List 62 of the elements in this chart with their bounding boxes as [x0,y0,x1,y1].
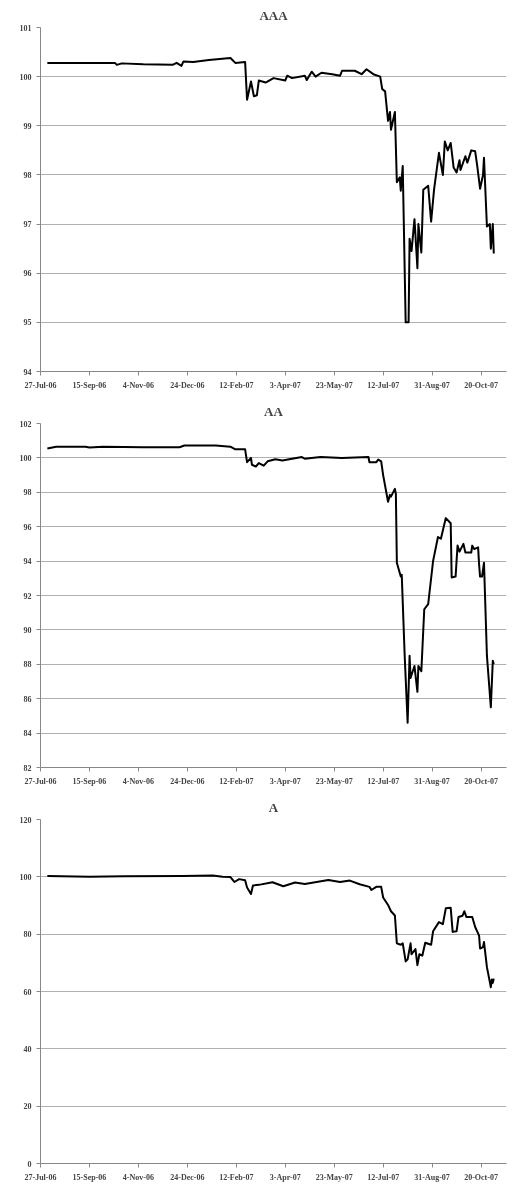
line-series [46,874,495,989]
x-tick-label: 20-Oct-07 [464,776,498,786]
x-tick-label: 24-Dec-06 [170,1172,205,1182]
y-tick-label: 102 [19,419,32,429]
x-tick-label: 4-Nov-06 [122,380,154,390]
x-tick-label: 15-Sep-06 [72,380,107,390]
y-tick-label: 88 [23,660,32,670]
x-tick-label: 24-Dec-06 [170,776,205,786]
y-tick-label: 84 [23,729,32,739]
y-tick-label: 92 [23,591,32,601]
x-tick-label: 12-Feb-07 [219,380,254,390]
y-tick-label: 90 [23,625,32,635]
y-tick-label: 96 [23,269,32,279]
x-tick-label: 4-Nov-06 [122,776,154,786]
y-tick-label: 99 [23,121,32,131]
y-tick-label: 95 [23,318,32,328]
x-tick-label: 15-Sep-06 [72,1172,107,1182]
x-tick-label: 23-May-07 [315,776,353,786]
chart-title: A [268,799,279,815]
x-tick-label: 12-Jul-07 [367,776,400,786]
y-tick-label: 0 [27,1159,32,1169]
y-tick-label: 100 [19,453,32,463]
x-tick-label: 12-Jul-07 [367,380,400,390]
line-series [46,444,495,724]
y-tick-label: 97 [23,220,32,230]
y-tick-label: 94 [23,367,32,377]
chart-title: AAA [259,7,289,23]
x-tick-label: 3-Apr-07 [269,776,301,786]
x-tick-label: 27-Jul-06 [24,776,57,786]
y-tick-label: 96 [23,522,32,532]
y-tick-label: 40 [23,1044,32,1054]
y-tick-label: 98 [23,488,32,498]
y-tick-label: 98 [23,170,32,180]
y-tick-label: 100 [19,872,32,882]
y-tick-label: 82 [23,763,32,773]
chart-title: AA [264,403,284,419]
x-tick-label: 27-Jul-06 [24,380,57,390]
x-tick-label: 20-Oct-07 [464,380,498,390]
y-tick-label: 101 [19,23,32,33]
x-tick-label: 23-May-07 [315,380,353,390]
x-tick-label: 15-Sep-06 [72,776,107,786]
y-tick-label: 60 [23,987,32,997]
x-tick-label: 23-May-07 [315,1172,353,1182]
x-tick-label: 24-Dec-06 [170,380,205,390]
x-tick-label: 20-Oct-07 [464,1172,498,1182]
x-tick-label: 27-Jul-06 [24,1172,57,1182]
x-tick-label: 4-Nov-06 [122,1172,154,1182]
x-tick-label: 12-Feb-07 [219,1172,254,1182]
x-tick-label: 12-Jul-07 [367,1172,400,1182]
x-tick-label: 31-Aug-07 [414,776,450,786]
y-tick-label: 94 [23,557,32,567]
y-tick-label: 80 [23,930,32,940]
y-tick-label: 20 [23,1102,32,1112]
y-tick-label: 86 [23,694,32,704]
x-tick-label: 31-Aug-07 [414,1172,450,1182]
x-tick-label: 3-Apr-07 [269,380,301,390]
x-tick-label: 12-Feb-07 [219,776,254,786]
line-series [46,56,495,324]
y-tick-label: 120 [19,815,32,825]
y-tick-label: 100 [19,72,32,82]
x-tick-label: 31-Aug-07 [414,380,450,390]
x-tick-label: 3-Apr-07 [269,1172,301,1182]
